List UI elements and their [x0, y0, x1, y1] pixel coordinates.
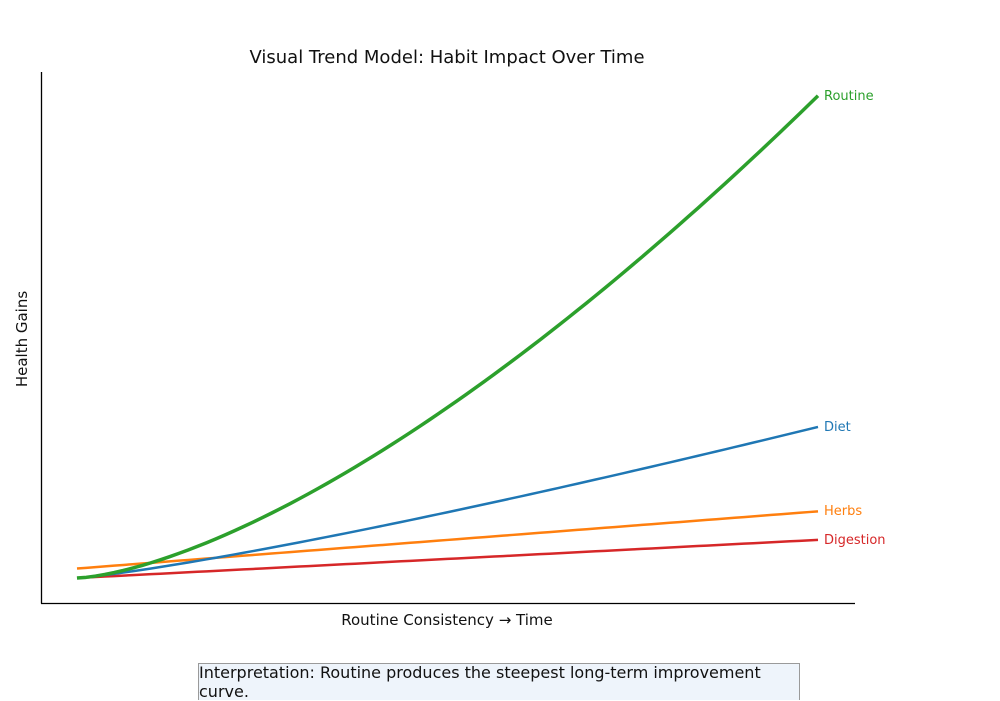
interpretation-text: Interpretation: Routine produces the ste… — [199, 663, 761, 701]
diet-label: Diet — [824, 420, 851, 435]
interpretation-box: Interpretation: Routine produces the ste… — [198, 663, 800, 701]
routine-line — [76, 94, 820, 580]
digestion-line — [76, 538, 819, 580]
digestion-label: Digestion — [824, 533, 886, 548]
diet-line — [76, 425, 819, 580]
series-lines — [76, 94, 820, 580]
herbs-line — [76, 510, 819, 570]
herbs-label: Herbs — [824, 504, 862, 519]
x-axis-label: Routine Consistency → Time — [341, 611, 553, 629]
chart-title: Visual Trend Model: Habit Impact Over Ti… — [249, 47, 644, 68]
routine-label: Routine — [824, 89, 874, 104]
y-axis-label: Health Gains — [13, 291, 31, 388]
